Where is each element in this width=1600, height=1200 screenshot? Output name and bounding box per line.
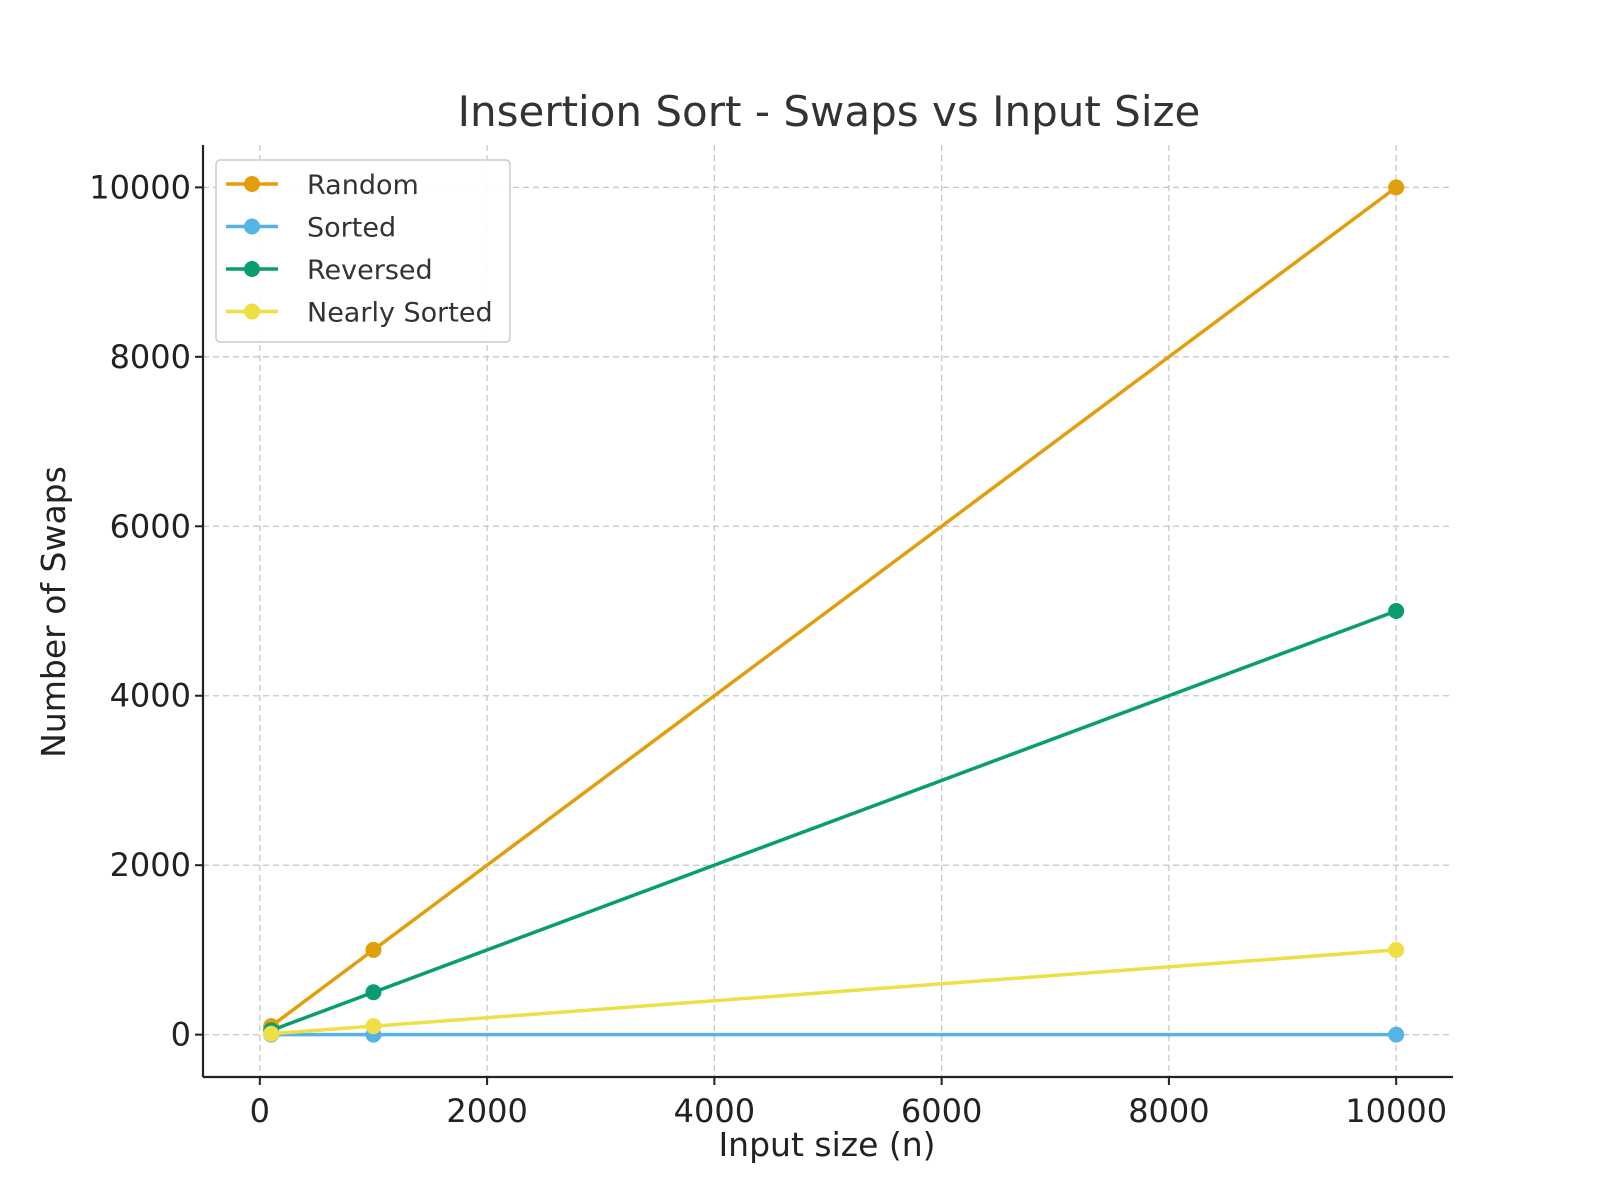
tick-layer: 0 2000 4000 6000 8000 10000 0 2000 4000 6000 8000 1… [89, 168, 1447, 1130]
x-tick-label: 0 [250, 1092, 270, 1130]
legend-box [215, 159, 511, 343]
legend-marker-sorted [244, 218, 260, 235]
x-tick-label: 2000 [446, 1092, 527, 1130]
data-point-nearly-sorted [1388, 941, 1405, 958]
data-point-reversed [365, 984, 382, 1001]
y-axis-label: Number of Swaps [34, 466, 73, 758]
y-tick-label: 10000 [89, 168, 191, 206]
legend-label-nearly-sorted: Nearly Sorted [307, 298, 493, 329]
data-point-nearly-sorted [365, 1018, 382, 1035]
x-tick-label: 4000 [674, 1092, 755, 1130]
data-point-reversed [1388, 603, 1405, 619]
legend-label-random: Random [307, 170, 419, 201]
x-axis-label: Input size (n) [718, 1125, 935, 1164]
series-layer [263, 179, 1405, 1043]
series-line-nearly-sorted [271, 948, 1397, 1036]
chart-title: Insertion Sort - Swaps vs Input Size [458, 87, 1201, 136]
x-tick-label: 6000 [901, 1092, 982, 1130]
data-point-nearly-sorted [263, 1025, 280, 1042]
series-line-reversed [270, 609, 1397, 1033]
y-tick-label: 2000 [110, 846, 191, 884]
legend-marker-nearly-sorted [244, 303, 260, 320]
spine-layer [201, 145, 1453, 1079]
y-tick-label: 4000 [110, 677, 191, 715]
y-tick-label: 6000 [110, 507, 191, 545]
x-tick-label: 8000 [1128, 1092, 1209, 1130]
x-tick-label: 10000 [1345, 1092, 1447, 1130]
data-point-random [365, 941, 382, 958]
data-point-sorted [1388, 1026, 1405, 1043]
legend-marker-random [244, 176, 260, 192]
legend: Random Sorted Reversed Nearly Sorted [215, 159, 511, 343]
legend-label-sorted: Sorted [307, 213, 396, 244]
y-tick-label: 0 [171, 1016, 191, 1054]
y-tick-label: 8000 [110, 338, 191, 376]
legend-label-reversed: Reversed [307, 255, 433, 286]
legend-marker-reversed [244, 261, 260, 277]
data-point-random [1388, 179, 1405, 196]
